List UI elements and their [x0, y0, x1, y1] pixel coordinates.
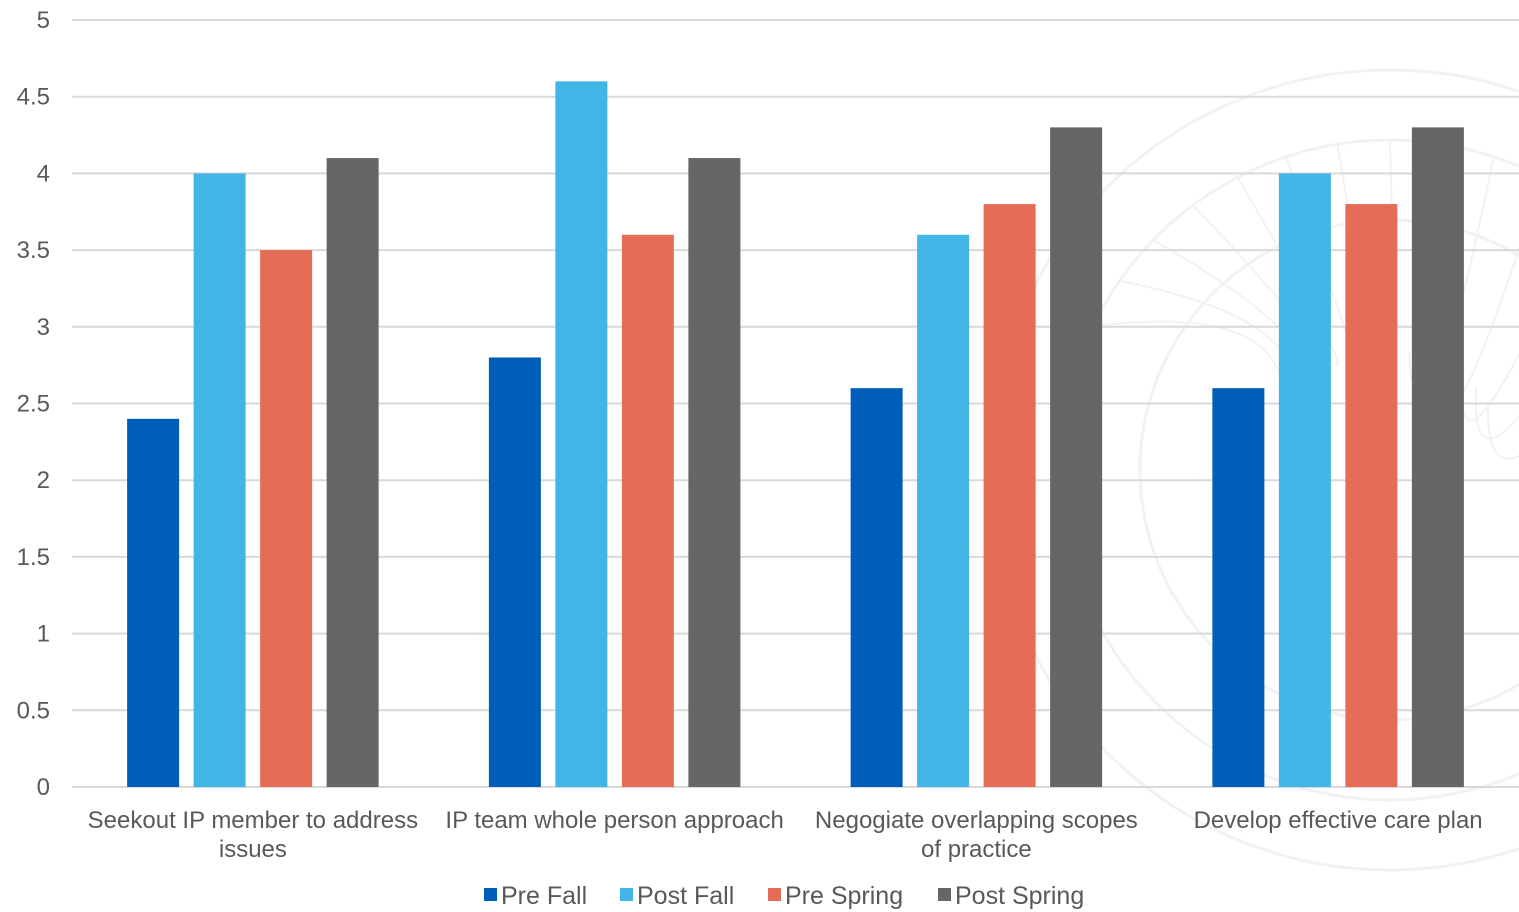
- legend-label: Post Fall: [637, 882, 734, 910]
- category-label: Develop effective care plan: [1194, 807, 1483, 834]
- bars: [127, 81, 1464, 788]
- y-tick-label: 5: [37, 7, 50, 34]
- watermark-stroke: [1474, 386, 1519, 440]
- y-axis-tick-labels: 0 0.5 1 1.5 2 2.5 3 3.5 4 4.5 5: [17, 7, 50, 801]
- y-tick-label: 1: [37, 621, 50, 648]
- bar-post-fall: [1278, 173, 1331, 787]
- legend-swatch: [938, 888, 951, 901]
- bar-pre-fall: [127, 418, 180, 787]
- watermark-stroke: [1487, 401, 1519, 460]
- x-axis-category-labels: Seekout IP member to address issues IP tea…: [88, 807, 1483, 863]
- legend-item: Pre Spring: [768, 882, 903, 910]
- y-tick-label: 2.5: [17, 391, 50, 418]
- bar-pre-fall: [488, 357, 541, 787]
- gridlines: [72, 19, 1519, 788]
- y-tick-label: 2: [37, 467, 50, 494]
- y-tick-label: 3.5: [17, 237, 50, 264]
- legend-item: Post Spring: [938, 882, 1084, 910]
- bar-pre-spring: [983, 204, 1036, 787]
- category-label: Seekout IP member to address issues: [88, 807, 418, 863]
- y-tick-label: 4: [37, 160, 50, 187]
- bar-post-spring: [326, 158, 379, 787]
- bar-pre-spring: [260, 250, 313, 788]
- category-label: Negogiate overlapping scopes of practice: [815, 807, 1138, 863]
- bar-pre-fall: [1212, 388, 1265, 787]
- watermark-stroke: [1460, 352, 1519, 422]
- bar-pre-spring: [621, 234, 674, 787]
- legend-swatch: [620, 888, 633, 901]
- bar-post-spring: [1050, 127, 1103, 787]
- legend-label: Post Spring: [955, 882, 1084, 910]
- legend-label: Pre Fall: [501, 882, 587, 910]
- y-tick-label: 1.5: [17, 544, 50, 571]
- legend-swatch: [484, 888, 497, 901]
- legend-item: Post Fall: [620, 882, 734, 910]
- legend: Pre Fall Post Fall Pre Spring Post Spring: [484, 882, 1084, 910]
- bar-post-fall: [193, 173, 246, 787]
- y-tick-label: 0: [37, 774, 50, 801]
- y-tick-label: 3: [37, 314, 50, 341]
- bar-post-spring: [1411, 127, 1464, 787]
- y-tick-label: 0.5: [17, 697, 50, 724]
- legend-swatch: [768, 888, 781, 901]
- bar-post-spring: [688, 158, 741, 787]
- bar-pre-spring: [1345, 204, 1398, 787]
- bar-pre-fall: [850, 388, 903, 787]
- y-tick-label: 4.5: [17, 84, 50, 111]
- category-label: IP team whole person approach: [445, 807, 783, 834]
- bar-post-fall: [555, 81, 608, 788]
- bar-post-fall: [917, 234, 970, 787]
- legend-item: Pre Fall: [484, 882, 587, 910]
- legend-label: Pre Spring: [785, 882, 903, 910]
